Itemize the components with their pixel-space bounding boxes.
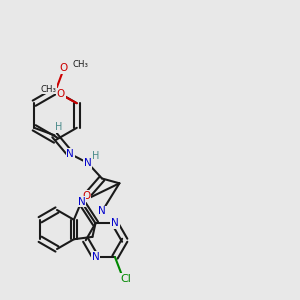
Text: N: N [111, 218, 119, 228]
Text: N: N [92, 252, 99, 262]
Text: O: O [82, 191, 91, 201]
Text: H: H [92, 151, 99, 161]
Text: CH₃: CH₃ [41, 85, 57, 94]
Text: O: O [59, 63, 68, 73]
Text: O: O [57, 89, 65, 99]
Text: N: N [66, 149, 74, 159]
Text: N: N [98, 206, 106, 217]
Text: N: N [77, 197, 85, 207]
Text: N: N [84, 158, 92, 168]
Text: CH₃: CH₃ [72, 60, 88, 69]
Text: H: H [55, 122, 62, 133]
Text: Cl: Cl [120, 274, 131, 284]
